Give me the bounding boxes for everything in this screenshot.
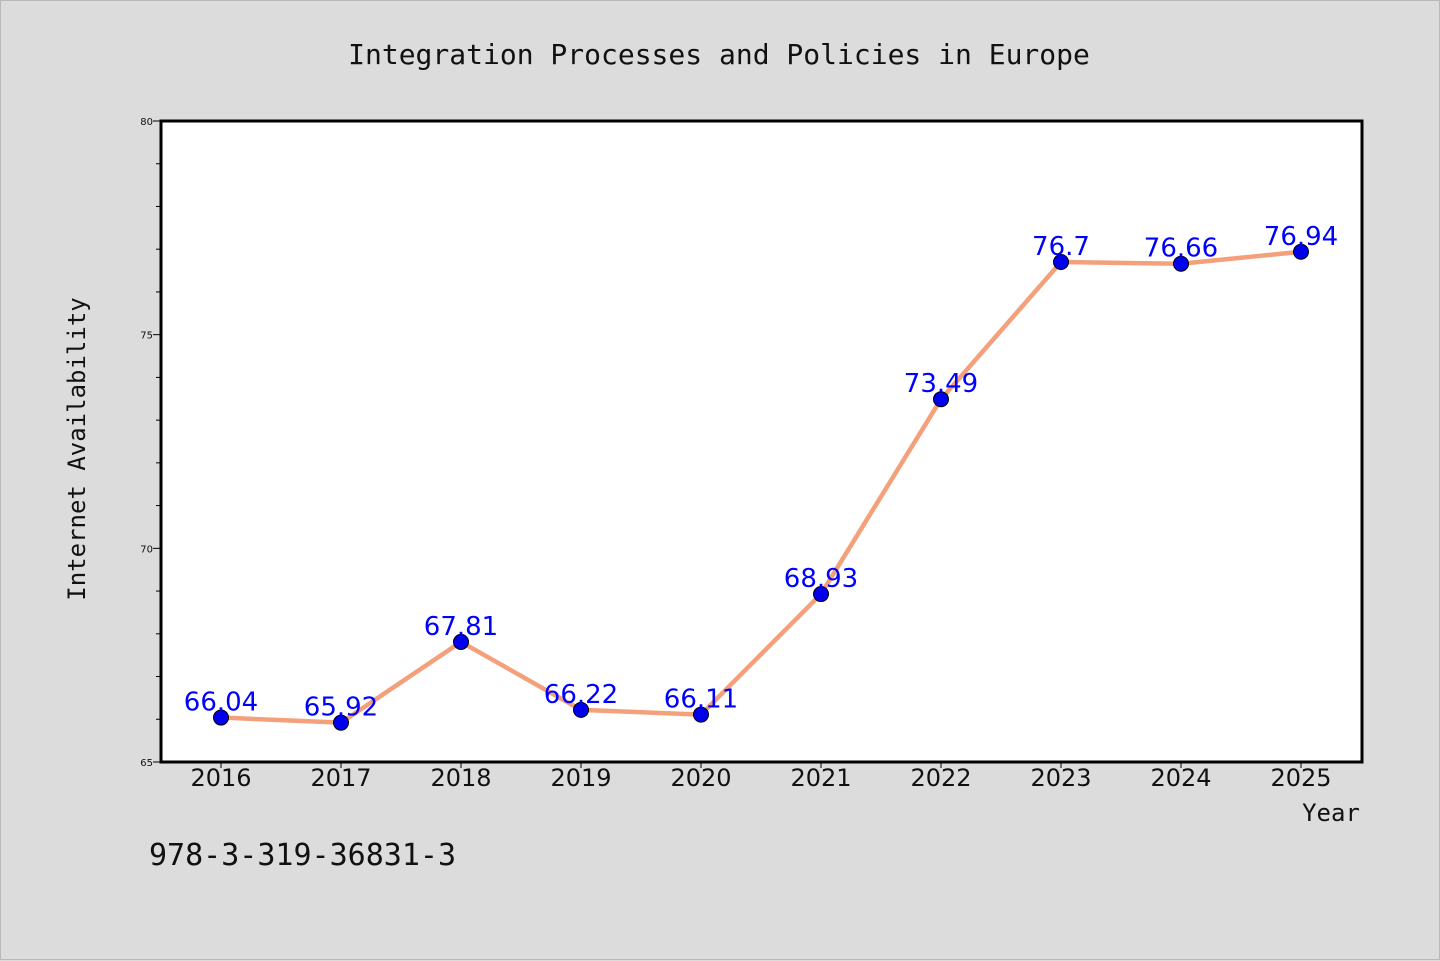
data-point xyxy=(933,391,949,408)
data-point xyxy=(1173,255,1189,272)
data-point xyxy=(213,709,229,726)
data-label: 76.7 xyxy=(1032,232,1090,262)
data-label: 76.66 xyxy=(1144,234,1218,264)
data-point xyxy=(453,633,469,650)
data-label: 66.22 xyxy=(544,680,618,710)
data-label: 73.49 xyxy=(904,369,978,399)
data-label: 66.11 xyxy=(664,685,738,715)
x-tick-label: 2017 xyxy=(310,764,371,792)
series-line xyxy=(220,249,1302,725)
data-label: 65.92 xyxy=(304,693,378,723)
plot-area xyxy=(161,121,1362,762)
data-point xyxy=(693,706,709,723)
data-label: 66.04 xyxy=(184,688,258,718)
y-axis-label: Internet Availability xyxy=(63,297,91,600)
x-axis-label: Year xyxy=(1302,799,1360,827)
chart-title: Integration Processes and Policies in Eu… xyxy=(348,38,1090,71)
series-markers xyxy=(213,243,1309,731)
plot-frame xyxy=(159,119,1364,764)
data-labels: 66.04 65.92 67.81 66.22 66.11 68.93 73.49 76.7 7… xyxy=(184,222,1338,723)
y-tick-label: 80 xyxy=(140,117,153,128)
x-tick-label: 2025 xyxy=(1270,764,1331,792)
data-point xyxy=(1293,243,1309,260)
x-tick-label: 2021 xyxy=(790,764,851,792)
data-point xyxy=(1053,254,1069,271)
isbn-text: 978-3-319-36831-3 xyxy=(149,838,456,873)
x-tick-label: 2022 xyxy=(910,764,971,792)
data-label: 68.93 xyxy=(784,564,858,594)
data-label: 67.81 xyxy=(424,612,498,642)
y-tick-labels: 65 70 75 80 xyxy=(140,117,153,769)
x-tick-label: 2024 xyxy=(1150,764,1211,792)
y-tick-label: 65 xyxy=(140,758,153,769)
data-label: 76.94 xyxy=(1264,222,1338,252)
x-tick-label: 2019 xyxy=(550,764,611,792)
data-point xyxy=(573,701,589,718)
y-tick-label: 75 xyxy=(140,331,153,342)
y-tick-label: 70 xyxy=(140,544,153,555)
x-tick-label: 2016 xyxy=(190,764,251,792)
x-tick-label: 2020 xyxy=(670,764,731,792)
x-tick-label: 2023 xyxy=(1030,764,1091,792)
data-point xyxy=(813,586,829,603)
x-tick-labels: 2016 2017 2018 2019 2020 2021 2022 2023 2024 2025 xyxy=(190,764,1331,792)
data-point xyxy=(333,714,349,731)
x-tick-label: 2018 xyxy=(430,764,491,792)
